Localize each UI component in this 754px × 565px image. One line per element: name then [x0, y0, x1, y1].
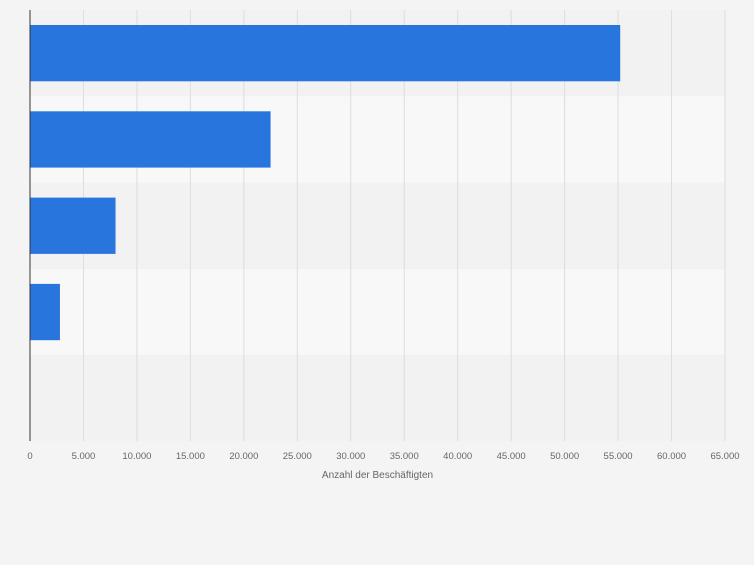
x-tick-label: 15.000 [176, 451, 205, 462]
x-tick-label: 50.000 [550, 451, 579, 462]
bar [30, 283, 60, 341]
x-axis-label: Anzahl der Beschäftigten [322, 470, 433, 481]
x-tick-label: 65.000 [710, 451, 739, 462]
x-tick-label: 5.000 [72, 451, 96, 462]
x-tick-label: 10.000 [122, 451, 151, 462]
x-tick-label: 55.000 [604, 451, 633, 462]
x-tick-label: 40.000 [443, 451, 472, 462]
gridlines [82, 10, 726, 441]
bar [30, 111, 271, 168]
x-tick-label: 60.000 [657, 451, 686, 462]
row-bands [30, 10, 725, 442]
x-tick-label: 45.000 [497, 451, 526, 462]
x-tick-label: 25.000 [283, 451, 312, 462]
x-axis-ticks: 0 5.000 10.000 15.000 20.000 25.000 30.000 35.0… [27, 451, 739, 462]
row-band [30, 268, 725, 356]
row-band [30, 182, 725, 269]
bar [30, 25, 621, 82]
bar [30, 197, 116, 254]
x-tick-label: 0 [27, 451, 32, 462]
bars [30, 25, 621, 341]
x-tick-label: 35.000 [390, 451, 419, 462]
row-band [30, 355, 725, 442]
x-tick-label: 20.000 [229, 451, 258, 462]
x-tick-label: 30.000 [336, 451, 365, 462]
